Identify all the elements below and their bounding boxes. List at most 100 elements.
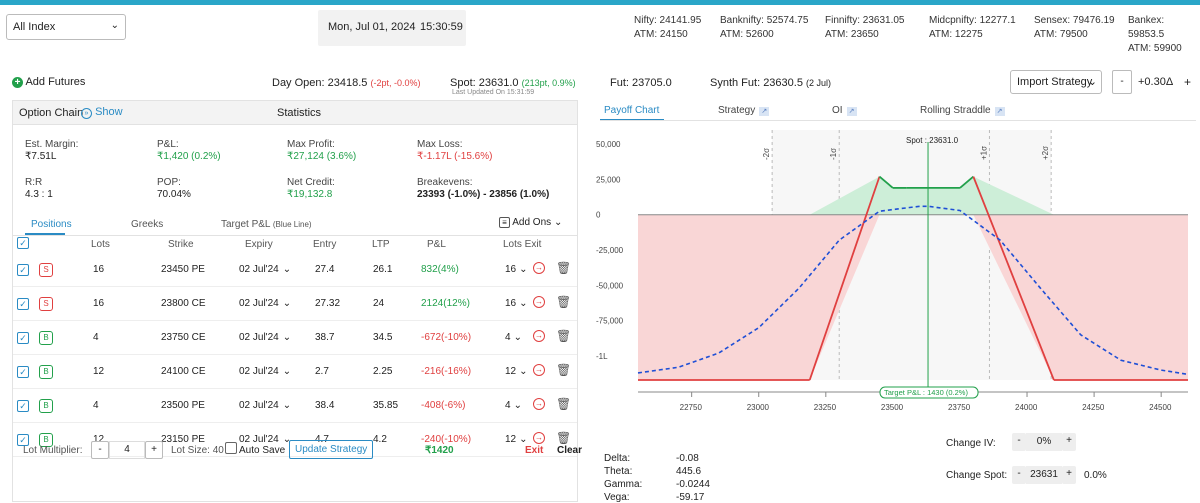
exit-position-icon[interactable]: → [533, 364, 545, 376]
auto-save-checkbox[interactable] [225, 442, 237, 454]
entry-cell[interactable]: 38.4 [315, 400, 335, 411]
trash-icon[interactable]: 🗑 [556, 295, 572, 309]
payoff-chart[interactable]: -2σ -1σ +1σ +2σ Spot : 23631.0 50,000 25,000 0 -… [596, 122, 1196, 442]
lots-exit-dropdown[interactable]: 16 ⌄ [505, 298, 528, 309]
lots-exit-dropdown[interactable]: 16 ⌄ [505, 264, 528, 275]
tab-target-pnl[interactable]: Target P&L (Blue Line) [221, 219, 312, 230]
side-badge[interactable]: B [39, 399, 53, 413]
row-checkbox[interactable]: ✓ [17, 332, 29, 344]
entry-cell[interactable]: 4.7 [315, 434, 329, 445]
lot-multiplier-input[interactable]: 4 [109, 441, 145, 459]
x-tick-label: 24250 [1082, 403, 1105, 412]
spot-minus-button[interactable]: - [1012, 466, 1026, 484]
add-futures-button[interactable]: + Add Futures [12, 76, 85, 88]
row-checkbox[interactable]: ✓ [17, 434, 29, 446]
expiry-dropdown[interactable]: 02 Jul'24 ⌄ [239, 298, 291, 309]
tabs-divider [600, 120, 1196, 121]
lots-exit-dropdown[interactable]: 12 ⌄ [505, 434, 528, 445]
lot-size: Lot Size: 40 [171, 445, 224, 456]
expiry-dropdown[interactable]: 02 Jul'24 ⌄ [239, 332, 291, 343]
delta-minus-button[interactable]: - [1112, 70, 1132, 94]
side-badge[interactable]: S [39, 297, 53, 311]
tab-greeks[interactable]: Greeks [131, 219, 164, 230]
strike-value: 23500 [161, 400, 189, 411]
trash-icon[interactable]: 🗑 [556, 431, 572, 445]
row-checkbox[interactable]: ✓ [17, 400, 29, 412]
payoff-line-segment [972, 176, 1055, 381]
trash-icon[interactable]: 🗑 [556, 363, 572, 377]
exit-position-icon[interactable]: → [533, 398, 545, 410]
exit-position-icon[interactable]: → [533, 262, 545, 274]
import-strategy-dropdown[interactable]: Import Strategy ⌄ [1010, 70, 1102, 94]
exit-position-icon[interactable]: → [533, 330, 545, 342]
iv-input[interactable]: 0% [1026, 433, 1062, 451]
exit-position-icon[interactable]: → [533, 296, 545, 308]
tab-strategy[interactable]: Strategy ↗ [718, 105, 770, 116]
target-badge-box [879, 386, 979, 399]
lots-exit-dropdown[interactable]: 12 ⌄ [505, 366, 528, 377]
index-atm: ATM: 23650 [825, 29, 879, 40]
trash-icon[interactable]: 🗑 [556, 397, 572, 411]
entry-cell[interactable]: 38.7 [315, 332, 335, 343]
index-atm: ATM: 24150 [634, 29, 688, 40]
entry-cell[interactable]: 27.32 [315, 298, 341, 309]
delta-plus-button[interactable]: + [1184, 75, 1192, 89]
active-tab-indicator [25, 233, 65, 235]
change-iv-label: Change IV: [946, 438, 996, 449]
tab-label: Payoff Chart [604, 105, 660, 116]
lot-multiplier-minus-button[interactable]: - [91, 441, 109, 459]
expiry-dropdown[interactable]: 02 Jul'24 ⌄ [239, 366, 291, 377]
index-quote: Banknifty: 52574.75 ATM: 52600 [720, 14, 808, 42]
side-badge[interactable]: B [39, 365, 53, 379]
side-badge[interactable]: B [39, 433, 53, 447]
spot-change: (213pt, 0.9%) [521, 78, 576, 88]
lot-multiplier-plus-button[interactable]: + [145, 441, 163, 459]
add-ons-button[interactable]: ≡ Add Ons ⌄ [499, 217, 562, 228]
trash-icon[interactable]: 🗑 [556, 261, 572, 275]
iv-minus-button[interactable]: - [1012, 433, 1026, 451]
entry-cell[interactable]: 2.7 [315, 366, 329, 377]
trash-icon[interactable]: 🗑 [556, 329, 572, 343]
row-checkbox[interactable]: ✓ [17, 298, 29, 310]
index-select-value: All Index [13, 21, 56, 33]
lots-cell: 4 [93, 332, 99, 343]
stat-value: ₹1,420 (0.2%) [157, 151, 221, 162]
tab-positions[interactable]: Positions [31, 219, 72, 230]
update-strategy-button[interactable]: Update Strategy [289, 440, 374, 459]
spot-input[interactable]: 23631 [1026, 466, 1062, 484]
payoff-line-segment [808, 176, 881, 381]
exit-position-icon[interactable]: → [533, 432, 545, 444]
lots-cell: 4 [93, 400, 99, 411]
expiry-value: 02 Jul'24 [239, 366, 279, 377]
table-row: ✓ B 4 23500 PE 02 Jul'24 ⌄ 38.4 35.85 -408(-6%) 4… [13, 389, 577, 423]
lots-exit-dropdown[interactable]: 4 ⌄ [505, 332, 522, 343]
clear-button[interactable]: Clear [557, 445, 583, 456]
expiry-dropdown[interactable]: 02 Jul'24 ⌄ [239, 264, 291, 275]
iv-plus-button[interactable]: + [1062, 433, 1076, 451]
exit-button[interactable]: Exit [525, 445, 544, 456]
expiry-dropdown[interactable]: 02 Jul'24 ⌄ [239, 400, 291, 411]
side-badge[interactable]: S [39, 263, 53, 277]
pnl-cell: -240(-10%) [421, 434, 472, 445]
x-tick-label: 23500 [881, 403, 904, 412]
lots-exit-dropdown[interactable]: 4 ⌄ [505, 400, 522, 411]
index-atm: ATM: 52600 [720, 29, 774, 40]
tab-payoff-chart[interactable]: Payoff Chart [604, 105, 659, 116]
table-row: ✓ B 12 23150 PE 02 Jul'24 ⌄ 4.7 4.2 -240(-10%) 12… [13, 423, 577, 457]
index-select[interactable]: All Index ⌄ [6, 14, 126, 40]
side-badge[interactable]: B [39, 331, 53, 345]
entry-cell[interactable]: 27.4 [315, 264, 335, 275]
expiry-dropdown[interactable]: 02 Jul'24 ⌄ [239, 434, 291, 445]
tab-rolling-straddle[interactable]: Rolling Straddle ↗ [920, 105, 1005, 116]
strike-cell: 23800 CE [161, 298, 206, 309]
spot-plus-button[interactable]: + [1062, 466, 1076, 484]
table-row: ✓ B 12 24100 CE 02 Jul'24 ⌄ 2.7 2.25 -216(-16%) 1… [13, 355, 577, 389]
show-label: Show [95, 106, 123, 118]
strike-cell: 23450 PE [161, 264, 205, 275]
add-futures-label: Add Futures [25, 76, 86, 88]
row-checkbox[interactable]: ✓ [17, 264, 29, 276]
select-all-checkbox[interactable]: ✓ [17, 237, 29, 249]
show-option-chain-link[interactable]: » Show [81, 106, 123, 119]
tab-oi[interactable]: OI ↗ [832, 105, 857, 116]
row-checkbox[interactable]: ✓ [17, 366, 29, 378]
